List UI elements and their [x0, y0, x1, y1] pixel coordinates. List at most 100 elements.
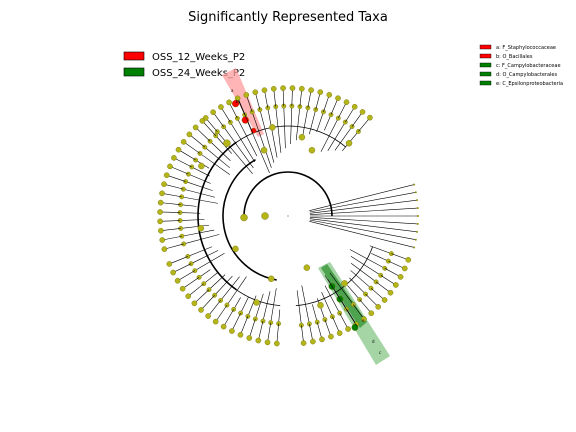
species-branch	[255, 92, 261, 110]
order-arc	[197, 146, 231, 240]
species-branch	[259, 109, 275, 163]
species-branch	[388, 260, 405, 269]
leaf-node	[416, 207, 419, 210]
species-branch	[299, 88, 303, 107]
species-branch	[169, 256, 188, 265]
order-arc	[295, 246, 373, 307]
clade-letter-a: a	[231, 88, 234, 93]
species-node	[205, 313, 211, 319]
species-node	[368, 310, 375, 316]
genus-node	[192, 268, 198, 274]
species-branch	[327, 121, 346, 151]
genus-node	[349, 124, 355, 129]
species-node	[174, 277, 181, 284]
taxa-label-a: a: F_Staphylococcaceae	[496, 45, 556, 51]
family-node	[198, 162, 205, 170]
species-node	[167, 163, 173, 170]
species-node	[212, 318, 219, 325]
order-arc	[229, 125, 347, 148]
species-branch	[380, 275, 396, 286]
species-branch	[188, 283, 205, 297]
taxa-swatch-c	[479, 62, 492, 68]
species-branch	[183, 188, 216, 198]
taxa-swatch-b	[479, 53, 492, 59]
species-node	[157, 209, 163, 215]
species-node	[345, 326, 351, 332]
species-branch	[296, 290, 302, 326]
species-branch	[160, 202, 181, 206]
species-branch	[255, 293, 264, 320]
species-node	[310, 338, 316, 345]
species-branch	[194, 289, 210, 304]
species-node	[367, 114, 373, 121]
clade-letter-b: b	[236, 99, 239, 104]
species-node	[319, 336, 325, 343]
species-branch	[249, 318, 256, 339]
class-arc-mid	[222, 159, 277, 281]
genus-node	[350, 302, 356, 307]
genus-node	[342, 119, 348, 125]
class-arc-inner	[243, 171, 333, 217]
species-node	[308, 87, 314, 93]
species-branch	[315, 92, 321, 110]
species-node	[336, 330, 343, 336]
legend-swatch-12-weeks	[123, 51, 145, 61]
species-branch	[358, 117, 371, 132]
species-branch	[212, 112, 224, 127]
species-node	[199, 118, 206, 124]
taxa-label-b: b: O_Bacillales	[496, 54, 533, 60]
species-branch	[228, 102, 238, 119]
species-branch	[160, 220, 181, 222]
species-node	[252, 89, 259, 96]
species-node	[328, 333, 334, 340]
species-branch	[350, 270, 372, 289]
family-node	[260, 147, 268, 154]
species-branch	[370, 287, 385, 301]
species-node	[300, 340, 307, 346]
species-branch	[317, 298, 326, 320]
species-branch	[187, 246, 213, 257]
species-node	[270, 85, 277, 92]
species-node	[218, 104, 224, 110]
species-node	[359, 109, 366, 115]
species-branch	[270, 288, 277, 323]
species-branch	[244, 114, 270, 174]
genus-node	[328, 112, 334, 118]
family-node	[298, 134, 306, 141]
legend-swatch-24-weeks	[123, 67, 145, 77]
species-branch	[247, 295, 257, 317]
species-node	[274, 340, 280, 347]
species-node	[161, 246, 168, 252]
species-branch	[349, 277, 366, 295]
species-node	[261, 87, 268, 93]
species-node	[157, 199, 164, 206]
green-clade-branch	[324, 275, 358, 327]
taxa-label-e: e: C_Epsilonproteobacteria	[496, 81, 563, 87]
species-branch	[309, 323, 314, 342]
species-branch	[180, 224, 210, 229]
species-node	[381, 297, 388, 303]
species-branch	[339, 312, 349, 330]
species-branch	[204, 146, 230, 169]
species-branch	[182, 277, 200, 289]
leaf-node	[416, 230, 419, 233]
leaf-branch	[309, 221, 415, 248]
genus-node	[234, 115, 240, 121]
species-node	[157, 218, 163, 225]
species-branch	[330, 98, 339, 115]
species-node	[179, 285, 186, 292]
leaf-node	[413, 246, 416, 249]
species-branch	[194, 252, 225, 271]
species-branch	[183, 234, 220, 245]
species-branch	[391, 253, 409, 261]
genus-node	[385, 258, 391, 264]
legend-label-24-weeks: OSS_24_Weeks_P2	[152, 68, 245, 79]
species-node	[180, 139, 187, 145]
species-branch	[226, 276, 247, 306]
genus-node	[373, 279, 379, 285]
species-node	[192, 124, 199, 131]
leaf-branch	[309, 217, 418, 225]
species-branch	[369, 245, 392, 254]
genus-node	[313, 107, 319, 112]
